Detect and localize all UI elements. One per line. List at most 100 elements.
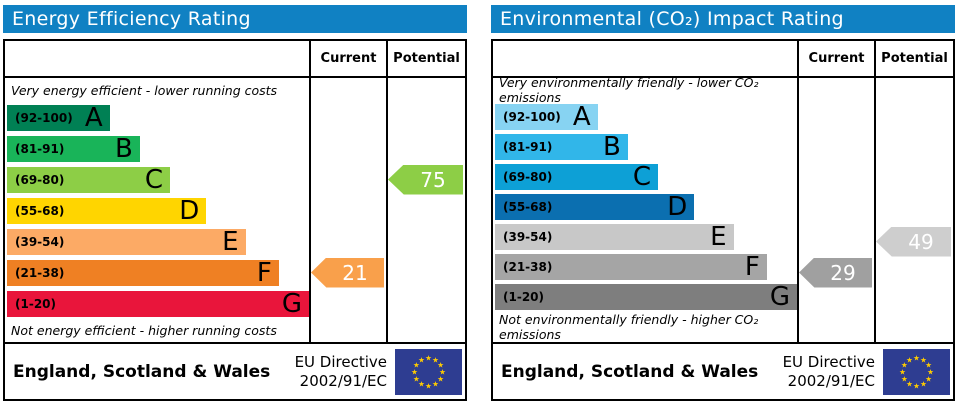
band-bar-b: (81-91) B — [7, 133, 140, 164]
band-letter: A — [572, 102, 591, 132]
band-bar-f: (21-38) F — [495, 254, 767, 280]
potential-column-header: Potential — [881, 51, 948, 66]
svg-text:★: ★ — [432, 355, 439, 364]
eu-flag-icon: ★ ★ ★★ ★★ ★★ ★★ ★★ — [883, 348, 950, 395]
band-bar-g: (1-20) G — [7, 288, 309, 319]
band-letter: E — [710, 222, 727, 252]
band-bar-d: (55-68) D — [495, 192, 695, 222]
band-letter: B — [603, 132, 621, 162]
band-row-b: (81-91) B — [493, 132, 797, 162]
potential-rating-arrow: 49 — [876, 226, 951, 257]
top-caption: Very energy efficient - lower running co… — [11, 82, 278, 98]
band-range-label: (92-100) — [15, 110, 73, 125]
svg-text:★: ★ — [920, 355, 927, 364]
band-row-g: (1-20) G — [493, 282, 797, 312]
svg-text:★: ★ — [437, 374, 444, 383]
band-bar-c: (69-80) C — [495, 162, 659, 192]
band-letter: A — [84, 102, 103, 133]
band-range-label: (21-38) — [15, 265, 65, 280]
band-letter: E — [222, 226, 239, 257]
band-range-label: (55-68) — [15, 203, 65, 218]
svg-text:★: ★ — [925, 360, 932, 369]
svg-text:★: ★ — [418, 355, 425, 364]
band-bar-a: (92-100) A — [495, 104, 598, 130]
svg-text:★: ★ — [899, 367, 906, 376]
band-range-label: (1-20) — [503, 290, 544, 304]
bottom-caption: Not environmentally friendly - higher CO… — [499, 312, 759, 342]
potential-rating-value: 49 — [908, 229, 934, 254]
svg-text:★: ★ — [432, 379, 439, 388]
band-range-label: (92-100) — [503, 110, 561, 124]
region-label: England, Scotland & Wales — [501, 361, 759, 382]
band-letter: B — [115, 133, 133, 164]
band-bar-b: (81-91) B — [495, 134, 628, 160]
band-row-f: (21-38) F — [493, 252, 797, 282]
band-row-c: (69-80) C — [493, 162, 797, 192]
bottom-caption: Not energy efficient - higher running co… — [11, 323, 277, 338]
eu-flag-icon: ★ ★ ★★ ★★ ★★ ★★ ★★ — [395, 348, 462, 395]
band-range-label: (1-20) — [15, 296, 56, 311]
current-column-header: Current — [311, 41, 388, 76]
svg-text:★: ★ — [927, 367, 934, 376]
band-bar-d: (55-68) D — [7, 197, 207, 224]
band-range-label: (39-54) — [503, 230, 553, 244]
svg-text:★: ★ — [425, 353, 432, 362]
svg-text:★: ★ — [439, 367, 446, 376]
potential-column-header: Potential — [393, 51, 460, 66]
svg-text:★: ★ — [901, 374, 908, 383]
potential-rating-value: 75 — [420, 167, 446, 192]
band-letter: C — [632, 162, 652, 192]
potential-value-column: 75 — [388, 78, 465, 342]
potential-rating-arrow: 75 — [388, 164, 463, 195]
svg-text:★: ★ — [906, 379, 913, 388]
band-letter: G — [769, 282, 790, 312]
svg-text:★: ★ — [411, 367, 418, 376]
potential-value-column: 49 — [876, 78, 953, 342]
svg-text:★: ★ — [418, 379, 425, 388]
band-range-label: (69-80) — [15, 172, 65, 187]
current-rating-value: 29 — [830, 260, 856, 285]
svg-text:★: ★ — [413, 374, 420, 383]
band-range-label: (39-54) — [15, 234, 65, 249]
band-row-g: (1-20) G — [5, 288, 309, 319]
band-letter: G — [281, 288, 302, 319]
band-row-e: (39-54) E — [493, 222, 797, 252]
band-row-d: (55-68) D — [493, 192, 797, 222]
eu-directive-label: EU Directive 2002/91/EC — [782, 352, 875, 390]
band-bar-e: (39-54) E — [7, 226, 246, 257]
region-label: England, Scotland & Wales — [13, 361, 271, 382]
current-rating-arrow: 21 — [311, 257, 384, 288]
table-header-row: Current Potential — [5, 41, 465, 78]
band-letter: C — [144, 164, 164, 195]
band-letter: F — [256, 257, 272, 288]
current-rating-value: 21 — [342, 260, 368, 285]
band-bar-c: (69-80) C — [7, 164, 171, 195]
band-row-c: (69-80) C — [5, 164, 309, 195]
band-bar-g: (1-20) G — [495, 284, 797, 310]
current-value-column: 29 — [799, 78, 876, 342]
header-spacer-cell — [493, 41, 799, 76]
band-letter: D — [667, 192, 688, 222]
svg-text:★: ★ — [906, 355, 913, 364]
chart-footer: England, Scotland & Wales EU Directive 2… — [493, 342, 953, 399]
band-range-label: (81-91) — [503, 140, 553, 154]
svg-text:★: ★ — [920, 379, 927, 388]
band-letter: F — [744, 252, 760, 282]
band-bar-f: (21-38) F — [7, 257, 279, 288]
band-row-a: (92-100) A — [493, 102, 797, 132]
table-body: Very energy efficient - lower running co… — [5, 78, 465, 342]
current-rating-arrow: 29 — [799, 257, 872, 288]
bands-column: Very energy efficient - lower running co… — [5, 78, 311, 342]
svg-text:★: ★ — [913, 381, 920, 390]
band-range-label: (21-38) — [503, 260, 553, 274]
top-caption: Very environmentally friendly - lower CO… — [499, 78, 759, 105]
rating-table: Current Potential Very environmentally f… — [491, 39, 955, 401]
bands-column: Very environmentally friendly - lower CO… — [493, 78, 799, 342]
band-range-label: (55-68) — [503, 200, 553, 214]
svg-text:★: ★ — [901, 360, 908, 369]
band-range-label: (81-91) — [15, 141, 65, 156]
svg-text:★: ★ — [437, 360, 444, 369]
eu-directive-label: EU Directive 2002/91/EC — [294, 352, 387, 390]
table-header-row: Current Potential — [493, 41, 953, 78]
header-spacer-cell — [5, 41, 311, 76]
